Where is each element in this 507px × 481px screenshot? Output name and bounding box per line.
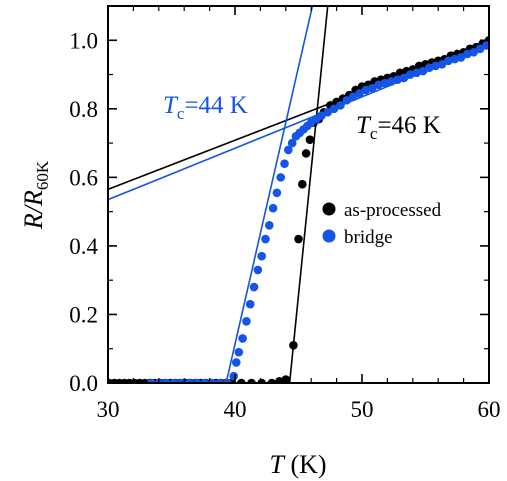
point-bridge [253,265,263,275]
point-as-processed [289,341,298,350]
point-bridge [146,378,156,383]
x-tick-label: 50 [351,397,374,422]
y-tick-labels: 0.0 0.2 0.4 0.6 0.8 1.0 [69,28,98,396]
y-tick-label: 0.4 [69,234,98,259]
axis-ticks [107,6,490,384]
point-bridge [264,221,274,230]
point-as-processed [298,179,307,189]
y-tick-label: 1.0 [69,28,98,53]
point-bridge [261,234,270,244]
point-bridge [367,83,377,93]
x-axis-label: T (K) [269,450,326,479]
legend-label-bridge: bridge [344,227,393,248]
point-bridge [245,299,255,309]
y-tick-label: 0.8 [69,97,98,122]
point-bridge [348,92,358,102]
point-bridge [329,104,339,114]
point-bridge [192,378,202,383]
point-bridge [287,138,297,148]
point-bridge [355,89,364,98]
y-axis-label: R/R60K [19,160,52,230]
point-bridge [336,101,345,110]
point-as-processed [257,378,266,383]
point-bridge [238,334,247,343]
point-as-processed [267,378,277,383]
point-bridge [231,358,241,367]
legend-label-as-processed: as-processed [344,200,442,221]
point-bridge [280,159,289,168]
point-bridge [169,378,179,383]
point-as-processed [301,149,311,158]
point-bridge [229,371,239,381]
x-tick-label: 30 [97,397,120,422]
point-bridge [268,203,278,213]
point-bridge [284,145,293,155]
point-bridge [437,59,447,69]
point-bridge [184,378,194,383]
legend-marker-bridge [322,229,336,243]
point-bridge [469,47,479,57]
point-bridge [242,317,251,326]
point-bridge [215,378,225,383]
y-tick-label: 0.2 [69,302,98,327]
point-as-processed [294,234,303,244]
point-bridge [200,378,209,383]
y-tick-label: 0.6 [69,165,98,190]
point-bridge [342,95,352,105]
point-bridge [276,173,286,182]
x-tick-label: 40 [224,397,247,422]
point-as-processed [305,135,315,144]
data-points [108,35,489,383]
fit-line-bridge-3 [225,6,314,383]
point-bridge [272,188,282,198]
x-tick-label: 60 [478,397,501,422]
point-bridge [249,282,259,292]
point-bridge [162,378,171,383]
point-bridge [482,41,489,50]
point-bridge [418,66,428,76]
legend-marker-as-processed [322,202,336,216]
plot-frame [107,5,490,384]
point-as-processed [275,376,284,383]
tc-annotation-as-processed: Tc=46 K [356,112,441,143]
legend: as-processed bridge [322,200,442,248]
point-bridge [475,44,485,54]
y-tick-label: 0.0 [69,371,98,396]
point-bridge [257,251,266,261]
point-bridge [223,378,232,383]
point-bridge [317,111,326,120]
point-as-processed [247,378,256,383]
tc-annotation-bridge: Tc=44 K [163,92,248,123]
point-bridge [323,107,333,117]
fit-line-as-processed-1 [288,6,329,383]
x-tick-labels: 30 40 50 60 [97,397,501,422]
point-bridge [234,347,244,357]
point-bridge [456,53,466,62]
point-as-processed [237,378,246,383]
point-bridge [399,73,409,83]
